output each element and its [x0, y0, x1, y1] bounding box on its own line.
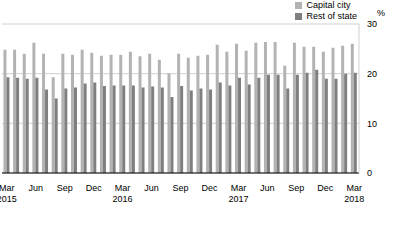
- html-text:Capital city: Capital city: [306, 0, 351, 10]
- svg-text:Dec: Dec: [201, 183, 218, 193]
- svg-text:0: 0: [367, 168, 372, 178]
- svg-text:Mar: Mar: [8, 183, 15, 193]
- html-text:Rest of state: Rest of state: [306, 11, 357, 21]
- svg-text:Sep: Sep: [288, 183, 304, 193]
- svg-text:Dec: Dec: [317, 183, 334, 193]
- svg-text:Sep: Sep: [57, 183, 73, 193]
- svg-text:10: 10: [367, 119, 377, 129]
- svg-text:2016: 2016: [113, 194, 133, 204]
- svg-text:Mar: Mar: [115, 183, 131, 193]
- svg-text:Mar: Mar: [346, 183, 362, 193]
- svg-text:Dec: Dec: [86, 183, 103, 193]
- svg-text:Sep: Sep: [172, 183, 188, 193]
- svg-text:30: 30: [367, 19, 377, 29]
- svg-text:20: 20: [367, 69, 377, 79]
- svg-text:2017: 2017: [228, 194, 248, 204]
- svg-text:%: %: [377, 8, 385, 18]
- svg-text:2015: 2015: [8, 194, 17, 204]
- svg-text:2018: 2018: [344, 194, 364, 204]
- svg-text:Jun: Jun: [260, 183, 275, 193]
- svg-text:Jun: Jun: [144, 183, 159, 193]
- svg-text:Mar: Mar: [231, 183, 247, 193]
- svg-text:Jun: Jun: [29, 183, 44, 193]
